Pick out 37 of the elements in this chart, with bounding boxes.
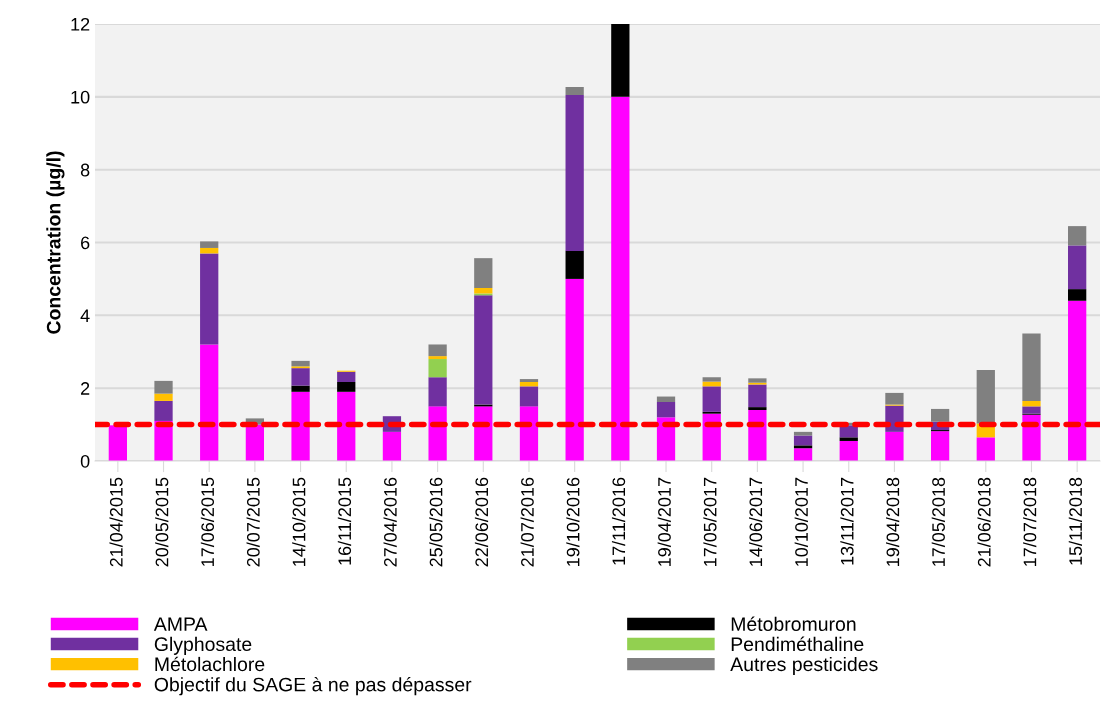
- x-tick-label: 22/06/2016: [474, 477, 489, 567]
- x-tick-label: 17/11/2016: [611, 477, 626, 565]
- legend-label: AMPA: [153, 617, 208, 631]
- legend-label: Objectif du SAGE à ne pas dépasser: [154, 676, 472, 696]
- legend-label: Pendiméthaline: [731, 636, 864, 652]
- x-tick-label: 21/07/2016: [520, 477, 534, 567]
- y-tick-label: 6: [81, 236, 90, 250]
- legend-label: Métobromuron: [731, 616, 856, 632]
- x-tick-label: 20/07/2015: [246, 477, 260, 567]
- y-tick-label: 0: [80, 454, 90, 468]
- y-tick-label: 8: [80, 163, 90, 177]
- legend-label: Autres pesticides: [730, 656, 878, 675]
- x-tick-label: 13/11/2017: [840, 477, 854, 565]
- x-tick-label: 17/06/2015: [200, 477, 215, 566]
- x-tick-label: 19/10/2016: [566, 477, 580, 566]
- x-tick-label: 21/04/2015: [109, 477, 123, 567]
- x-tick-label: 14/10/2015: [292, 477, 306, 566]
- x-tick-label: 19/04/2017: [657, 477, 671, 566]
- y-axis-title: Concentration (µg/l): [46, 151, 65, 334]
- x-tick-label: 17/05/2017: [703, 477, 717, 566]
- x-tick-label: 16/11/2015: [337, 477, 352, 565]
- x-tick-label: 17/05/2018: [931, 477, 945, 566]
- legend-label: Métolachlore: [155, 656, 265, 672]
- x-tick-label: 25/05/2016: [429, 477, 443, 567]
- y-tick-label: 4: [80, 309, 90, 322]
- x-tick-label: 19/04/2018: [886, 477, 900, 566]
- y-tick-label: 2: [81, 382, 90, 395]
- x-tick-label: 21/06/2018: [977, 477, 991, 567]
- y-tick-label: 10: [71, 90, 90, 104]
- y-tick-label: 12: [71, 17, 90, 31]
- x-tick-label: 10/10/2017: [794, 477, 808, 566]
- x-tick-label: 20/05/2015: [155, 477, 169, 567]
- x-tick-label: 17/07/2018: [1023, 477, 1037, 566]
- x-tick-label: 27/04/2016: [383, 477, 397, 567]
- x-tick-label: 15/11/2018: [1068, 477, 1083, 565]
- legend-label: Glyphosate: [154, 636, 252, 655]
- x-tick-label: 14/06/2017: [748, 477, 763, 566]
